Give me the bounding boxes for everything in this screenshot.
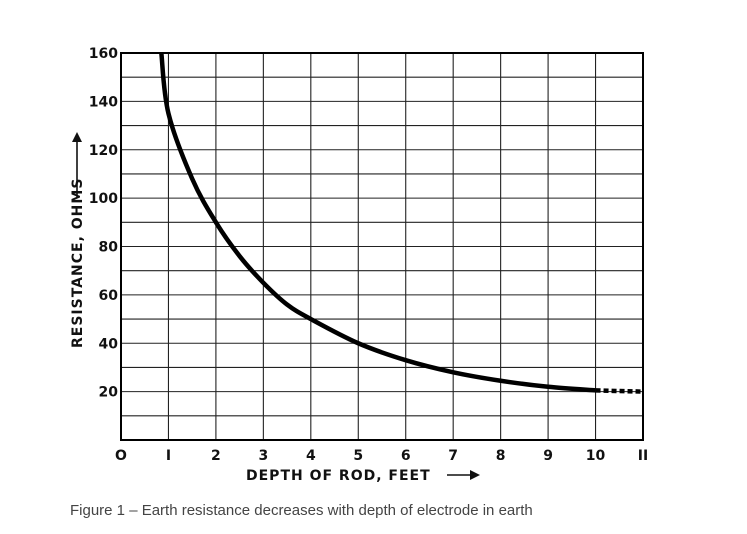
- grid: [121, 53, 643, 440]
- x-tick-label: 4: [306, 448, 316, 464]
- series-layer: [159, 52, 644, 394]
- y-tick-label: 160: [89, 46, 118, 62]
- x-tick-label: 3: [258, 448, 268, 464]
- y-tick-label: 80: [99, 240, 119, 256]
- x-tick-label: O: [115, 448, 127, 464]
- x-axis-ticks: O I 2 3 4 5 6 7 8 9 10 II: [115, 448, 648, 464]
- x-tick-label: I: [166, 448, 171, 464]
- x-tick-label: 9: [543, 448, 553, 464]
- y-tick-label: 40: [99, 336, 119, 352]
- x-axis-arrow-head: [470, 470, 480, 480]
- y-tick-label: 120: [89, 143, 118, 159]
- figure-caption: Figure 1 – Earth resistance decreases wi…: [70, 502, 533, 519]
- resistance-curve: [159, 52, 596, 393]
- y-tick-label: 60: [99, 288, 119, 304]
- x-tick-label: 5: [353, 448, 363, 464]
- y-axis-title-group: RESISTANCE, OHMS: [70, 132, 86, 348]
- y-axis-title: RESISTANCE, OHMS: [70, 178, 86, 348]
- plot-frame: [120, 52, 644, 441]
- x-axis-title: DEPTH OF ROD, FEET: [246, 468, 431, 484]
- x-tick-label: II: [638, 448, 648, 464]
- y-tick-label: 100: [89, 191, 118, 207]
- y-axis-arrow-head: [72, 132, 82, 142]
- x-tick-label: 8: [496, 448, 506, 464]
- x-axis-title-group: DEPTH OF ROD, FEET: [246, 468, 480, 484]
- y-axis-ticks: 20 40 60 80 100 120 140 160: [89, 46, 118, 401]
- x-tick-label: 6: [401, 448, 411, 464]
- y-tick-label: 140: [89, 94, 118, 110]
- x-tick-label: 7: [448, 448, 458, 464]
- x-tick-label: 2: [211, 448, 221, 464]
- y-tick-label: 20: [99, 385, 119, 401]
- x-tick-label: 10: [586, 448, 606, 464]
